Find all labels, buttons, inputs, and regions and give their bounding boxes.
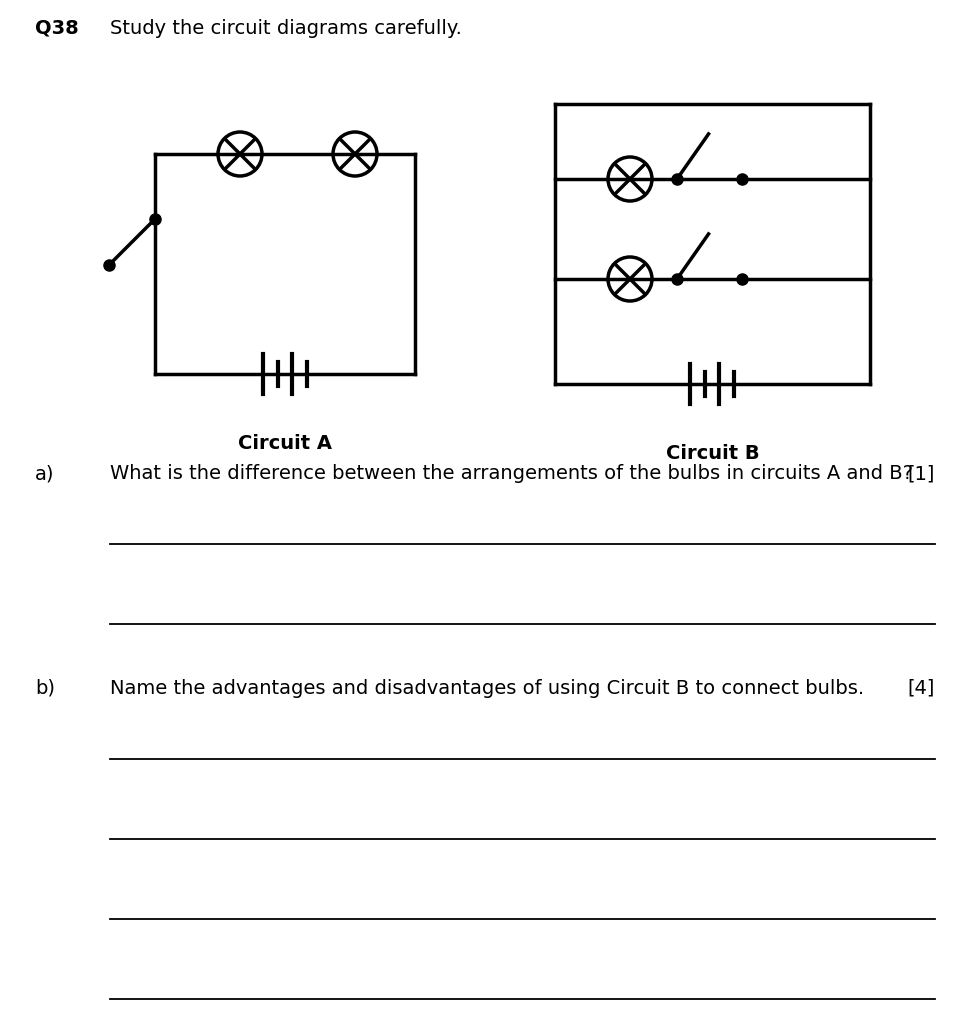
Text: b): b): [35, 679, 55, 698]
Text: Name the advantages and disadvantages of using Circuit B to connect bulbs.: Name the advantages and disadvantages of…: [110, 679, 864, 698]
Text: Study the circuit diagrams carefully.: Study the circuit diagrams carefully.: [110, 19, 462, 38]
Text: Q38: Q38: [35, 19, 79, 38]
Text: Circuit A: Circuit A: [238, 434, 332, 453]
Text: a): a): [35, 464, 55, 483]
Text: What is the difference between the arrangements of the bulbs in circuits A and B: What is the difference between the arran…: [110, 464, 913, 483]
Text: Circuit B: Circuit B: [666, 444, 760, 463]
Text: [4]: [4]: [908, 679, 935, 698]
Text: [1]: [1]: [908, 464, 935, 483]
